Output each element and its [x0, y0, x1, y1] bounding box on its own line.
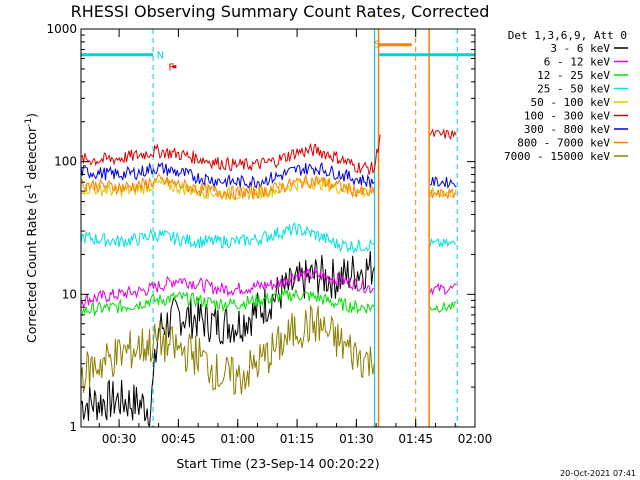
legend-label-8: 7000 - 15000 keV	[504, 150, 610, 163]
legend-label-2: 12 - 25 keV	[537, 69, 610, 82]
series-line-tail-5	[429, 127, 457, 141]
series-line-tail-2	[429, 301, 457, 313]
legend-label-0: 3 - 6 keV	[550, 42, 610, 55]
x-tick-label-5: 01:45	[398, 432, 433, 446]
legend-title: Det 1,3,6,9, Att 0	[508, 29, 627, 42]
series-line-tail-7	[429, 187, 457, 200]
series-line-3	[81, 222, 375, 255]
x-axis-label: Start Time (23-Sep-14 00:20:22)	[176, 456, 379, 471]
legend-label-6: 300 - 800 keV	[524, 123, 610, 136]
series-line-7	[81, 173, 375, 201]
legend-label-3: 25 - 50 keV	[537, 83, 610, 96]
series-line-tail-6	[429, 176, 457, 189]
y-tick-label-2: 100	[54, 155, 77, 169]
legend-label-7: 800 - 7000 keV	[517, 137, 610, 150]
data-layer	[81, 29, 475, 427]
plot-area	[81, 29, 475, 427]
annotation-1: F	[169, 63, 175, 74]
annotation-0: N	[157, 51, 164, 62]
legend-label-1: 6 - 12 keV	[544, 56, 611, 69]
series-line-1	[81, 267, 375, 308]
y-tick-label-0: 1	[69, 420, 77, 434]
x-tick-label-6: 02:00	[458, 432, 493, 446]
y-axis-label: Corrected Count Rate (s-1 detector-1)	[24, 113, 39, 343]
series-line-8	[81, 304, 375, 395]
plot-frame	[80, 28, 476, 428]
x-tick-label-1: 00:45	[161, 432, 196, 446]
series-line-tail-1	[429, 282, 457, 296]
series-line-0	[81, 251, 375, 427]
legend-label-5: 100 - 300 keV	[524, 110, 610, 123]
y-tick-label-3: 1000	[46, 22, 77, 36]
series-line-5	[81, 134, 381, 175]
x-tick-label-4: 01:30	[339, 432, 374, 446]
series-line-6	[81, 161, 375, 189]
chart-title: RHESSI Observing Summary Count Rates, Co…	[71, 2, 490, 21]
x-tick-label-2: 01:00	[220, 432, 255, 446]
series-line-2	[81, 288, 375, 317]
timestamp: 20-Oct-2021 07:41	[560, 469, 636, 478]
x-tick-label-0: 00:30	[102, 432, 137, 446]
annotation-2: S	[374, 39, 380, 50]
x-tick-label-3: 01:15	[280, 432, 315, 446]
y-tick-label-1: 10	[62, 287, 77, 301]
series-line-tail-3	[429, 237, 457, 248]
legend-label-4: 50 - 100 keV	[531, 96, 611, 109]
